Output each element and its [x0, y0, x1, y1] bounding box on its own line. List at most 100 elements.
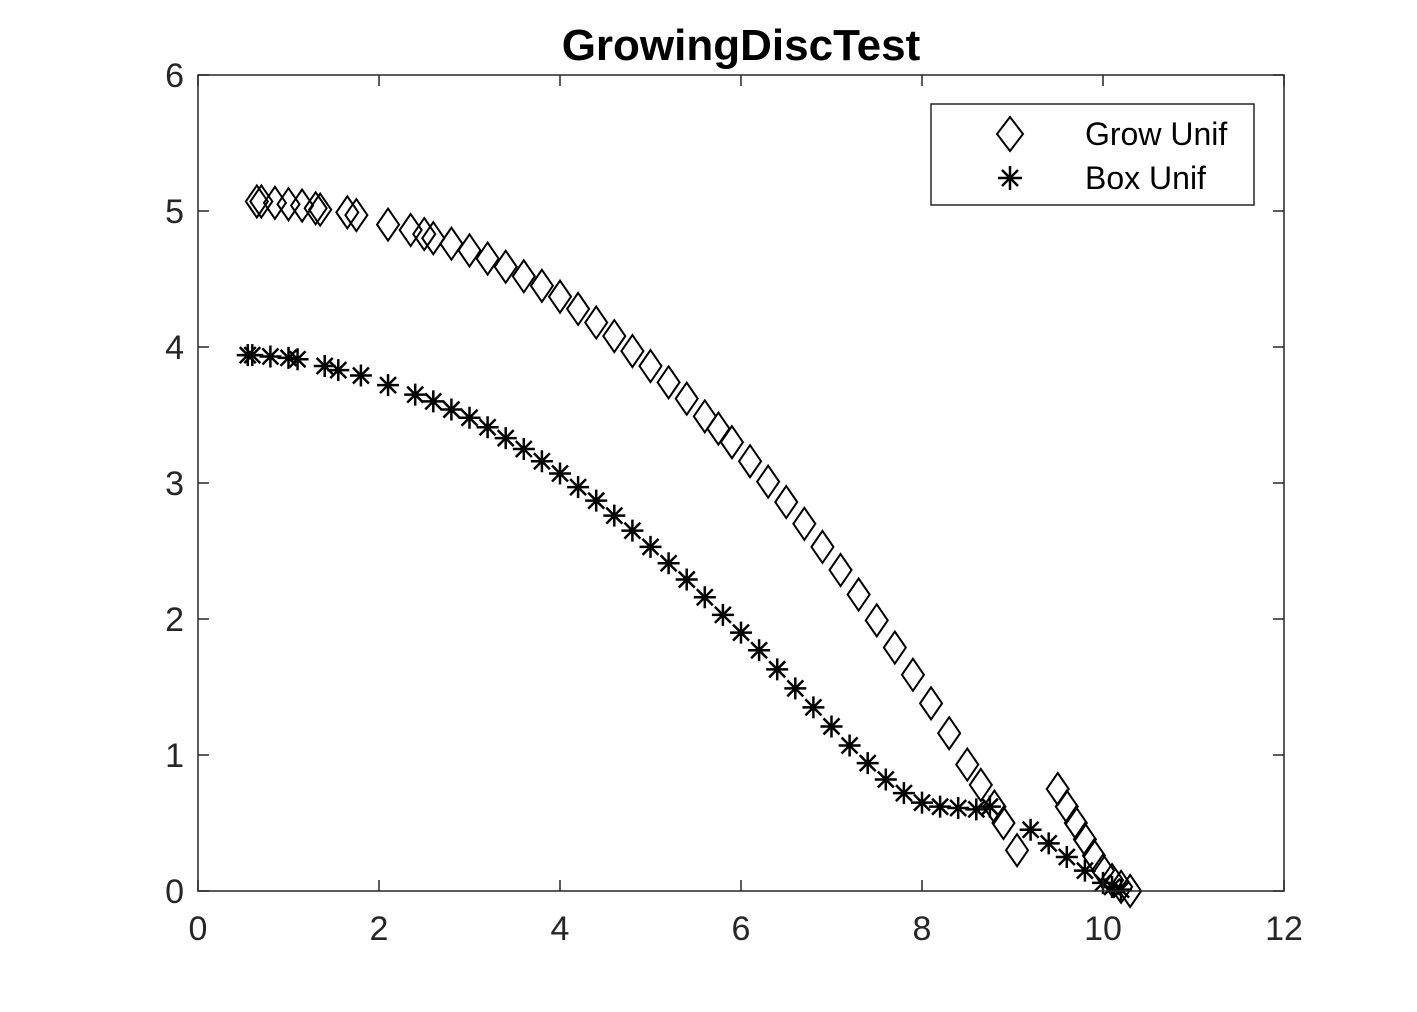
data-point-diamond — [656, 364, 681, 401]
data-point-asterisk — [1073, 859, 1096, 882]
data-point-asterisk — [730, 621, 752, 644]
data-point-asterisk — [277, 346, 300, 369]
data-point-diamond — [457, 232, 482, 269]
legend-marker-diamond — [995, 115, 1025, 153]
data-point-asterisk — [978, 795, 1001, 818]
data-point-diamond — [955, 746, 980, 783]
chart-title: GrowingDiscTest — [562, 21, 921, 70]
data-point-asterisk — [530, 450, 553, 473]
data-point-diamond — [737, 443, 763, 480]
y-tick-label: 1 — [165, 737, 184, 775]
data-point-asterisk — [567, 476, 590, 499]
data-point-diamond — [244, 183, 270, 220]
data-point-diamond — [1004, 832, 1030, 868]
data-point-diamond — [900, 656, 926, 693]
series-grow-unif — [244, 183, 1143, 909]
data-point-diamond — [982, 788, 1007, 825]
data-point-diamond — [412, 216, 437, 252]
data-point-diamond — [335, 194, 360, 231]
data-point-asterisk — [892, 782, 915, 805]
data-point-asterisk — [422, 390, 445, 413]
data-point-asterisk — [657, 552, 680, 575]
legend-label-box-unif: Box Unif — [1085, 160, 1206, 196]
data-point-asterisk — [603, 504, 626, 527]
data-point-diamond — [398, 212, 423, 248]
data-point-diamond — [565, 291, 591, 327]
data-point-diamond — [475, 240, 500, 277]
data-point-asterisk — [1055, 846, 1078, 868]
y-tick-label: 0 — [165, 873, 184, 911]
data-point-diamond — [303, 190, 328, 227]
data-point-asterisk — [1037, 832, 1060, 855]
data-point-asterisk — [327, 359, 350, 382]
data-point-asterisk — [1019, 818, 1042, 841]
data-point-diamond — [828, 552, 853, 588]
data-point-asterisk — [241, 344, 264, 367]
data-point-diamond — [375, 206, 401, 243]
data-point-asterisk — [440, 398, 463, 421]
data-point-asterisk — [965, 798, 988, 821]
data-point-asterisk — [1110, 878, 1133, 901]
data-point-asterisk — [585, 489, 608, 512]
data-point-asterisk — [766, 658, 789, 681]
data-point-diamond — [529, 268, 555, 304]
data-point-diamond — [755, 463, 781, 500]
x-tick-label: 4 — [551, 910, 570, 948]
data-point-diamond — [918, 685, 944, 722]
data-point-diamond — [307, 191, 333, 228]
data-point-diamond — [882, 629, 908, 666]
data-point-asterisk — [838, 734, 861, 757]
x-tick-label: 12 — [1265, 910, 1303, 948]
y-tick-label: 6 — [165, 57, 184, 95]
data-point-asterisk — [494, 427, 517, 450]
data-point-asterisk — [404, 383, 427, 406]
data-point-diamond — [719, 424, 745, 460]
data-point-diamond — [674, 380, 699, 417]
data-point-asterisk — [639, 535, 662, 558]
data-point-asterisk — [820, 715, 843, 738]
x-tick-label: 2 — [370, 910, 389, 948]
data-point-asterisk — [458, 406, 481, 429]
data-point-asterisk — [929, 795, 952, 818]
data-point-asterisk — [512, 438, 535, 460]
legend-label-grow-unif: Grow Unif — [1085, 116, 1227, 152]
data-point-diamond — [439, 225, 464, 262]
data-point-diamond — [792, 506, 817, 542]
data-point-asterisk — [549, 462, 571, 485]
y-tick-label: 3 — [165, 465, 184, 503]
data-point-diamond — [706, 410, 731, 447]
data-point-diamond — [692, 398, 718, 435]
data-point-asterisk — [874, 768, 897, 791]
data-point-diamond — [774, 484, 799, 520]
data-point-diamond — [864, 602, 889, 639]
data-point-diamond — [638, 348, 663, 384]
x-tick-label: 6 — [732, 910, 751, 948]
data-point-diamond — [583, 304, 609, 341]
y-tick-label: 4 — [165, 329, 184, 367]
data-point-asterisk — [856, 752, 879, 775]
data-point-diamond — [421, 220, 446, 256]
data-point-asterisk — [675, 568, 698, 591]
data-point-asterisk — [349, 364, 372, 387]
data-point-asterisk — [947, 797, 970, 820]
data-point-asterisk — [377, 374, 400, 397]
legend: Grow Unif Box Unif — [930, 103, 1255, 206]
data-point-diamond — [1117, 873, 1143, 909]
plot-marks — [236, 183, 1143, 909]
data-point-asterisk — [476, 416, 499, 439]
x-tick-label: 10 — [1084, 910, 1122, 948]
legend-marker-asterisk — [998, 166, 1022, 190]
y-tick-label: 2 — [165, 601, 184, 639]
data-point-diamond — [810, 529, 835, 565]
data-point-asterisk — [1101, 875, 1124, 898]
data-point-diamond — [846, 576, 871, 613]
series-box-unif — [236, 344, 1133, 901]
data-point-diamond — [968, 767, 994, 803]
data-point-diamond — [493, 248, 518, 285]
data-point-asterisk — [748, 639, 771, 662]
data-point-diamond — [1072, 821, 1098, 858]
data-point-asterisk — [693, 586, 716, 609]
data-point-diamond — [620, 333, 645, 369]
data-point-diamond — [602, 318, 627, 354]
